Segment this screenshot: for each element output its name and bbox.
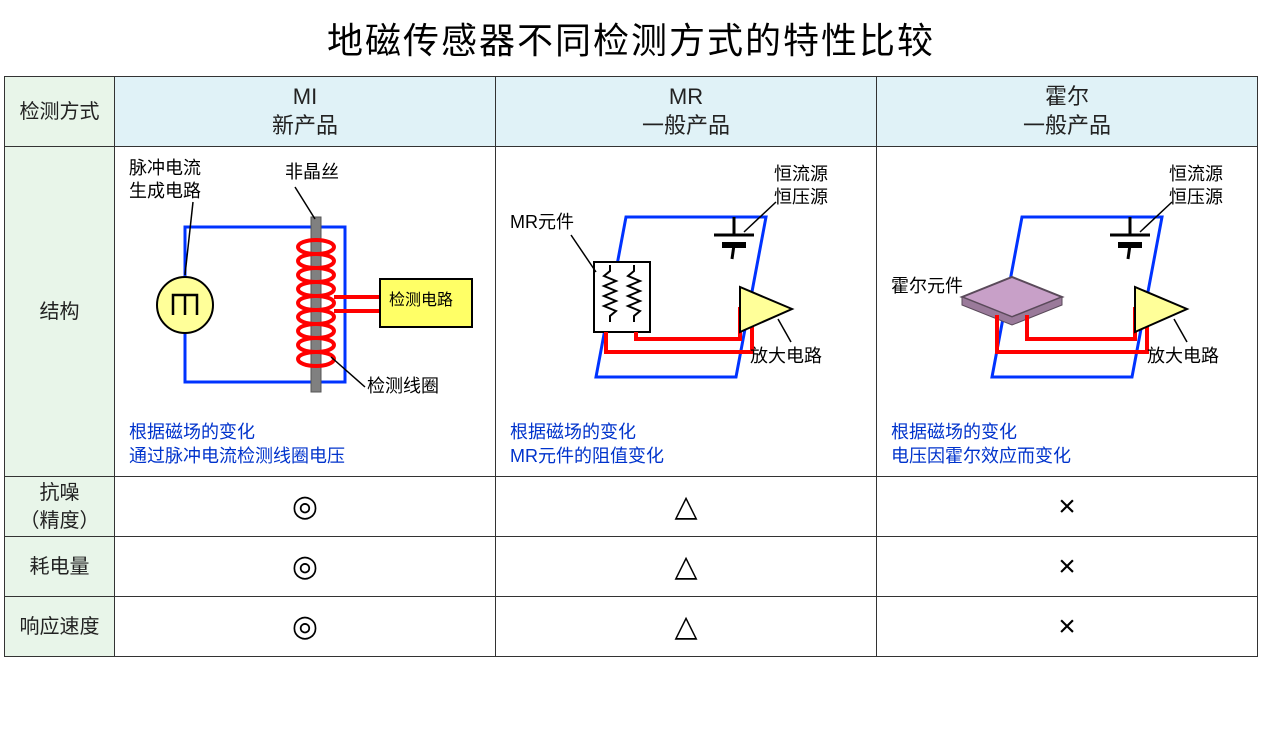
rating-row-noise: 抗噪 （精度） ◎ △ × [5,477,1258,537]
hall-label-amp: 放大电路 [1147,345,1219,368]
col-mi-line2: 新产品 [272,113,338,138]
symbol-poor-icon: × [1058,550,1076,583]
mi-label-detect: 检测电路 [389,291,453,311]
mi-label-pulse: 脉冲电流 生成电路 [129,157,201,202]
col-header-mi: MI 新产品 [115,77,496,147]
mr-label-element: MR元件 [510,211,574,234]
diagram-mi: 脉冲电流 生成电路 非晶丝 检测电路 检测线圈 根据磁场的变化 通过脉冲电流检测… [115,147,496,477]
mr-desc: 根据磁场的变化 MR元件的阻值变化 [510,420,664,469]
diagram-hall: 霍尔元件 恒流源 恒压源 放大电路 根据磁场的变化 电压因霍尔效应而变化 [877,147,1258,477]
mr-label-amp: 放大电路 [750,345,822,368]
structure-row: 结构 [5,147,1258,477]
hall-label-element: 霍尔元件 [891,275,963,298]
mi-label-coil: 检测线圈 [367,375,439,398]
rating-speed-hall: × [877,597,1258,657]
symbol-excellent-icon: ◎ [292,550,318,583]
symbol-poor-icon: × [1058,490,1076,523]
rating-row-speed: 响应速度 ◎ △ × [5,597,1258,657]
symbol-fair-icon: △ [674,490,697,523]
col-hall-line2: 一般产品 [1023,113,1111,138]
col-header-hall: 霍尔 一般产品 [877,77,1258,147]
symbol-excellent-icon: ◎ [292,490,318,523]
comparison-table: 检测方式 MI 新产品 MR 一般产品 霍尔 一般产品 结构 [4,76,1258,657]
symbol-poor-icon: × [1058,610,1076,643]
col-mr-line2: 一般产品 [642,113,730,138]
row-label-power: 耗电量 [5,537,115,597]
rating-power-mi: ◎ [115,537,496,597]
col-mi-line1: MI [293,84,317,109]
col-mr-line1: MR [669,84,703,109]
rating-row-power: 耗电量 ◎ △ × [5,537,1258,597]
mi-desc: 根据磁场的变化 通过脉冲电流检测线圈电压 [129,420,345,469]
rating-noise-hall: × [877,477,1258,537]
symbol-fair-icon: △ [674,610,697,643]
row-label-detect: 检测方式 [5,77,115,147]
rating-power-mr: △ [496,537,877,597]
row-label-noise: 抗噪 （精度） [5,477,115,537]
symbol-excellent-icon: ◎ [292,610,318,643]
comparison-table-container: 地磁传感器不同检测方式的特性比较 检测方式 MI 新产品 MR 一般产品 霍尔 … [4,4,1258,657]
hall-desc: 根据磁场的变化 电压因霍尔效应而变化 [891,420,1071,469]
header-row: 检测方式 MI 新产品 MR 一般产品 霍尔 一般产品 [5,77,1258,147]
rating-speed-mi: ◎ [115,597,496,657]
rating-speed-mr: △ [496,597,877,657]
rating-power-hall: × [877,537,1258,597]
symbol-fair-icon: △ [674,550,697,583]
diagram-mr: MR元件 恒流源 恒压源 放大电路 根据磁场的变化 MR元件的阻值变化 [496,147,877,477]
rating-noise-mi: ◎ [115,477,496,537]
col-header-mr: MR 一般产品 [496,77,877,147]
row-label-structure: 结构 [5,147,115,477]
row-label-speed: 响应速度 [5,597,115,657]
page-title: 地磁传感器不同检测方式的特性比较 [4,4,1258,76]
col-hall-line1: 霍尔 [1045,84,1089,109]
noise-l2: （精度） [20,510,100,532]
mi-label-wire: 非晶丝 [285,161,339,184]
mr-label-source: 恒流源 恒压源 [774,163,828,208]
rating-noise-mr: △ [496,477,877,537]
noise-l1: 抗噪 [40,482,80,504]
hall-label-source: 恒流源 恒压源 [1169,163,1223,208]
